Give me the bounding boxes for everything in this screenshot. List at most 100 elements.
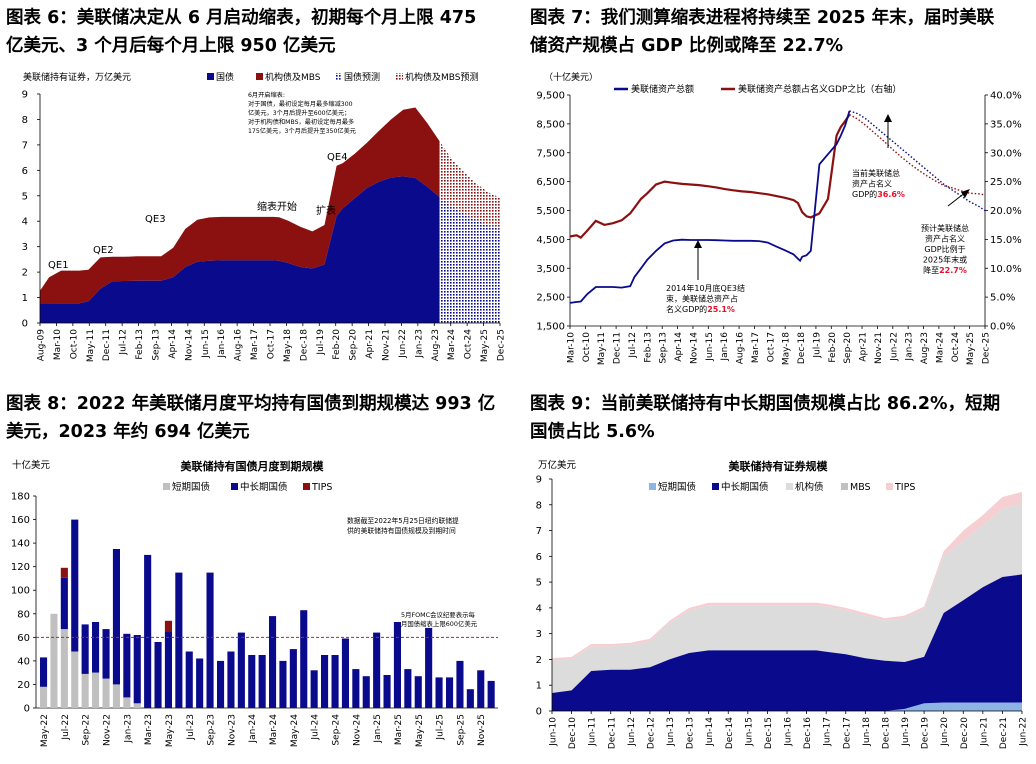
fig7-arrowhead-current (884, 114, 892, 122)
fig6-x-tick-label: Mar-17 (250, 329, 260, 360)
fig8-coupon-bar (60, 577, 68, 630)
fig8-legend-swatch (231, 483, 238, 490)
fig7-annotation-2014-line: 2014年10月底QE3结 (666, 283, 745, 293)
fig7-x-tick-label: Nov-21 (874, 332, 884, 364)
fig8-x-tick-label: Sep-23 (207, 714, 217, 746)
fig7-x-tick-label: Sep-20 (843, 332, 853, 364)
fig7-x-tick-label: Jul-19 (812, 332, 822, 359)
fig8-coupon-bar (487, 680, 495, 708)
fig7-annotation-forecast-line: 2025年末或 (923, 255, 967, 265)
fig8-y-tick-label: 60 (17, 633, 30, 644)
fig6-agency-mbs-forecast-area (439, 141, 500, 229)
fig8-bill-bar (112, 684, 120, 708)
fig8-y-tick-label: 120 (11, 562, 30, 573)
fig8-legend-swatch (303, 483, 310, 490)
fig8-y-tick-label: 100 (11, 586, 30, 597)
fig7-x-tick-label: Jul-12 (628, 332, 638, 359)
fig8-x-tick-label: Jan-24 (248, 714, 258, 744)
fig8-note-line: 数据截至2022年5月25日纽约联储提 (347, 516, 459, 525)
fig8-legend-label: TIPS (311, 482, 332, 493)
fig9-x-tick-label: Jun-18 (862, 717, 872, 747)
fig9-x-tick-label: Dec-17 (842, 717, 852, 749)
fig8-coupon-bar (92, 622, 100, 673)
fig6-legend-label: 机构债及MBS (265, 71, 321, 83)
fig7-gdp-ratio-forecast-line (849, 113, 986, 196)
fig8-coupon-bar (341, 638, 349, 708)
fig6-x-tick-label: Sep-20 (349, 329, 359, 361)
fig6-x-tick-label: Oct-10 (69, 329, 79, 360)
fig6-legend-swatch (335, 73, 342, 80)
fig8-coupon-bar (383, 675, 391, 708)
fig9-x-tick-label: Jun-13 (666, 717, 676, 747)
fig9-x-tick-label: Jun-14 (705, 717, 715, 747)
fig9-legend-swatch (712, 483, 719, 490)
fig8-coupon-bar (362, 676, 370, 708)
fig6-x-tick-label: Dec-25 (497, 329, 507, 361)
fig8-note-line: 供的美联储持有国债规模及到期时间 (347, 526, 456, 535)
fig8-chart-title: 美联储持有国债月度到期规模 (181, 459, 325, 473)
figure-8: 图表 8：2022 年美联储月度平均持有国债到期规模达 993 亿 美元，202… (0, 382, 518, 764)
figure-9: 图表 9：当前美联储持有中长期国债规模占比 86.2%，短期 国债占比 5.6%… (518, 382, 1036, 764)
fig6-x-tick-label: Aug-23 (431, 329, 441, 361)
fig9-x-tick-label: Dec-12 (646, 717, 656, 749)
fig6-legend: 国债 机构债及MBS 国债预测 机构债及MBS预测 (207, 71, 479, 83)
fig9-notes-area (552, 574, 1022, 711)
fig6-x-tick-label: Nov-14 (184, 329, 194, 361)
fig7-right-tick-label: 20.0% (990, 206, 1022, 217)
figure-9-title-line1: 图表 9：当前美联储持有中长期国债规模占比 86.2%，短期 (530, 394, 1001, 414)
fig8-coupon-bar (446, 677, 454, 708)
fig7-annotation-2014-line: 束，美联储总资产占 (666, 294, 738, 304)
fig8-y-tick-label: 140 (11, 539, 30, 550)
fig9-chart-title: 美联储持有证券规模 (729, 459, 829, 473)
fig7-x-tick-label: Feb-13 (643, 332, 653, 363)
fig9-legend-swatch (886, 483, 893, 490)
fig9-unit: 万亿美元 (538, 459, 577, 471)
fig7-right-tick-label: 10.0% (990, 264, 1022, 275)
fig7-left-tick-label: 5,500 (536, 206, 565, 217)
fig8-coupon-bar (435, 677, 443, 708)
fig7-x-tick-label: Aug-23 (920, 332, 930, 364)
fig8-legend-label: 中长期国债 (240, 481, 288, 493)
fig6-x-tick-label: Nov-21 (382, 329, 392, 361)
fig6-x-tick-label: Oct-24 (464, 329, 474, 360)
figure-8-title-line1: 图表 8：2022 年美联储月度平均持有国债到期规模达 993 亿 (6, 394, 496, 414)
fig9-x-tick-label: Dec-18 (881, 717, 891, 749)
fig6-annotation: 缩表开始 (257, 200, 297, 213)
fig6-x-tick-label: May-11 (86, 329, 96, 362)
fig6-x-tick-label: Dec-11 (102, 329, 112, 361)
fig8-coupon-bar (40, 657, 48, 687)
fig6-y-tick-label: 3 (22, 242, 28, 253)
fig6-legend-label: 机构债及MBS预测 (405, 71, 479, 83)
fig8-coupon-bar (175, 572, 183, 708)
fig8-coupon-bar (112, 549, 120, 685)
fig7-left-tick-label: 7,500 (536, 148, 565, 159)
fig6-x-tick-label: Aug-09 (37, 329, 47, 362)
fig6-annotation: 扩表 (316, 204, 336, 217)
fig9-legend-label: 短期国债 (658, 481, 697, 493)
fig8-coupon-bar (206, 572, 214, 708)
fig7-annotation-forecast-line: 降至22.7% (923, 265, 967, 275)
fig9-legend: 短期国债 中长期国债 机构债 MBS TIPS (649, 481, 915, 493)
fig9-x-tick-label: Dec-20 (960, 717, 970, 749)
fig7-annotation-forecast-line: 预计美联储总 (921, 223, 969, 233)
fig7-unit-label: （十亿美元） (544, 71, 598, 83)
fig8-coupon-bar (154, 642, 162, 708)
fig8-coupon-bar (352, 669, 360, 708)
fig6-x-tick-label: Dec-18 (299, 329, 309, 361)
fig7-x-tick-label: Jan-23 (905, 332, 915, 362)
fig8-coupon-bar (321, 655, 329, 708)
fig7-x-tick-label: Oct-17 (766, 332, 776, 362)
figure-6-title-line2: 亿美元、3 个月后每个月上限 950 亿美元 (6, 36, 336, 56)
fig6-annotation: QE4 (327, 152, 348, 163)
fig6-agency-mbs-area (40, 107, 440, 304)
fig7-annotation-2014-value: 25.1% (707, 305, 735, 314)
fig6-note: 6月开启缩表:对于国债，最初设定每月最多缩减300亿美元，3个月后提升至600亿… (248, 91, 356, 135)
fig7-x-tick-label: Oct-10 (582, 332, 592, 363)
fig8-coupon-bar (393, 622, 401, 708)
fig9-x-tick-label: Dec-14 (725, 717, 735, 749)
fig8-x-tick-label: Nov-22 (102, 714, 112, 746)
fig7-x-tick-label: Jun-15 (705, 332, 715, 362)
fig8-x-tick-label: May-22 (40, 714, 50, 747)
fig9-x-tick-label: Jun-22 (1019, 717, 1029, 747)
fig9-y-tick-label: 8 (536, 500, 542, 511)
